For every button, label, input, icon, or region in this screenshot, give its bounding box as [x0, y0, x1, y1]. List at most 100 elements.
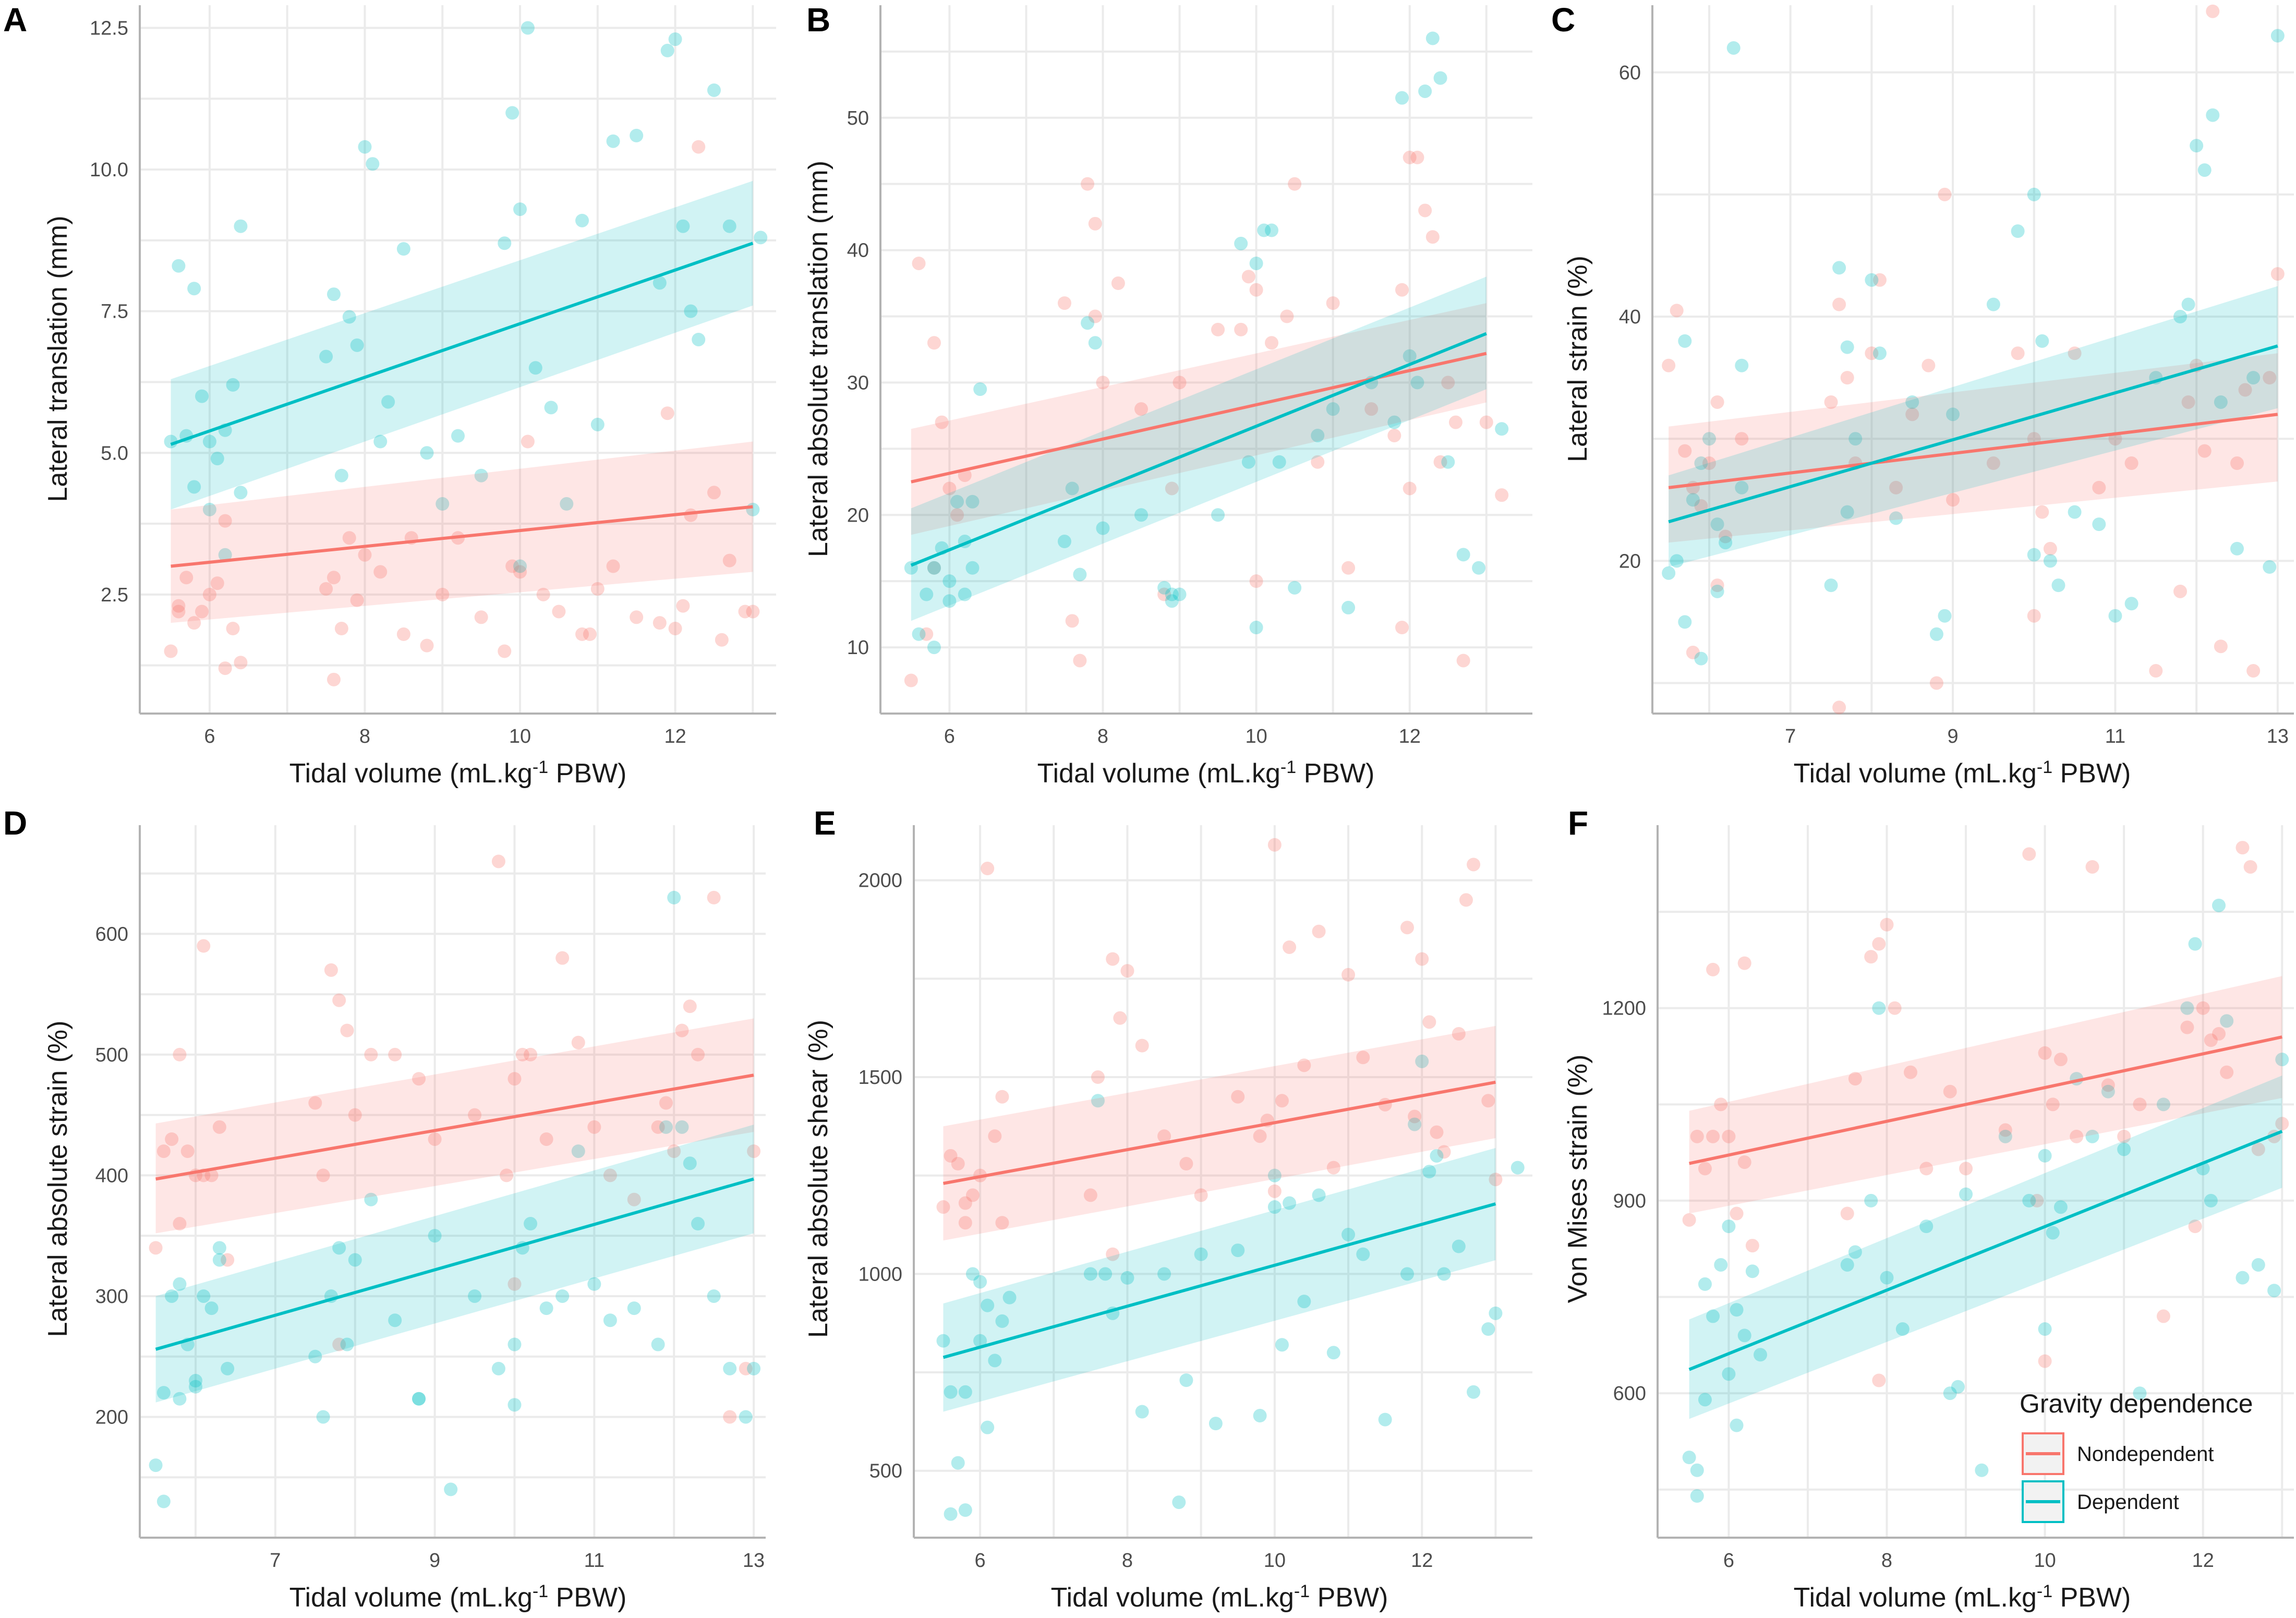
data-point-nondependent-a [606, 559, 620, 573]
data-point-nondependent-a [342, 531, 356, 545]
data-point-dependent-b [1326, 402, 1340, 416]
data-point-dependent-b [1272, 455, 1286, 469]
data-point-dependent-d [212, 1241, 226, 1255]
data-point-dependent-a [187, 480, 201, 494]
data-point-dependent-e [1422, 1165, 1436, 1179]
data-point-nondependent-d [691, 1047, 705, 1061]
panel-c: 7 9 11 13 20 40 60 C Tidal volume (mL.kg-1 PBW… [1551, 1, 2294, 789]
data-point-dependent-f [2180, 1001, 2194, 1015]
data-point-dependent-c [1889, 511, 1903, 525]
data-point-dependent-d [683, 1156, 697, 1170]
data-point-dependent-b [965, 561, 980, 575]
data-point-nondependent-b [1441, 376, 1455, 390]
x-title-e-tail: PBW) [1310, 1583, 1388, 1613]
data-point-nondependent-f [2188, 1219, 2202, 1234]
data-point-dependent-f [1730, 1418, 1744, 1432]
data-point-dependent-c [2214, 395, 2228, 409]
data-point-dependent-c [2230, 541, 2244, 556]
data-point-dependent-f [2101, 1084, 2115, 1098]
data-point-dependent-f [1714, 1258, 1728, 1272]
data-point-dependent-e [973, 1334, 987, 1348]
data-point-dependent-d [340, 1337, 354, 1351]
fit-line-dependent-b [910, 332, 1487, 567]
data-point-dependent-b [1249, 256, 1263, 270]
confidence-band-dependent-f [1689, 1075, 2282, 1419]
data-point-dependent-e [1267, 1200, 1282, 1214]
x-tick-label-f: 12 [2192, 1550, 2214, 1572]
data-point-nondependent-e [1326, 1161, 1340, 1175]
data-point-nondependent-f [2251, 1142, 2265, 1156]
data-point-dependent-f [1682, 1451, 1696, 1465]
data-point-dependent-b [1057, 535, 1071, 549]
data-point-nondependent-b [1395, 283, 1409, 297]
data-point-dependent-c [2181, 297, 2195, 311]
data-point-nondependent-f [1959, 1162, 1973, 1176]
data-point-dependent-f [1975, 1463, 1989, 1477]
data-point-dependent-b [1173, 587, 1187, 601]
panel-label-b: B [806, 1, 830, 39]
data-point-dependent-f [1722, 1219, 1736, 1234]
data-point-nondependent-f [1872, 1373, 1886, 1387]
data-point-dependent-e [1467, 1385, 1481, 1399]
data-point-nondependent-d [515, 1047, 529, 1061]
data-point-nondependent-a [327, 672, 341, 686]
data-point-dependent-a [172, 259, 186, 273]
data-point-dependent-e [936, 1334, 950, 1348]
data-point-nondependent-f [2235, 841, 2250, 855]
data-point-nondependent-e [1135, 1039, 1149, 1053]
data-point-nondependent-a [195, 605, 209, 619]
data-point-dependent-f [2022, 1193, 2036, 1208]
data-point-dependent-e [973, 1275, 987, 1289]
data-point-dependent-e [1135, 1405, 1149, 1419]
data-point-dependent-f [2275, 1053, 2289, 1067]
data-point-dependent-f [1919, 1219, 1934, 1234]
y-axis-title-f: Von Mises strain (%) [1563, 1055, 1593, 1303]
data-point-dependent-e [1091, 1094, 1105, 1108]
data-point-dependent-c [1865, 273, 1879, 287]
data-point-nondependent-c [2092, 480, 2106, 494]
data-point-dependent-b [1410, 376, 1424, 390]
data-point-nondependent-c [1889, 480, 1903, 494]
x-tick-label-b: 6 [944, 726, 955, 747]
x-tick-label-c: 7 [1785, 726, 1796, 747]
data-point-nondependent-c [1840, 371, 1854, 385]
data-point-nondependent-e [1415, 952, 1429, 966]
data-point-nondependent-b [1364, 402, 1379, 416]
data-point-nondependent-b [1096, 376, 1110, 390]
data-point-nondependent-a [575, 627, 589, 641]
data-point-dependent-f [1722, 1367, 1736, 1381]
data-point-dependent-d [723, 1361, 737, 1375]
data-point-nondependent-d [500, 1168, 514, 1182]
data-point-dependent-d [747, 1361, 761, 1375]
data-point-dependent-f [1698, 1393, 1712, 1407]
y-tick-label-f: 900 [1613, 1190, 1646, 1212]
data-point-nondependent-a [738, 605, 752, 619]
data-point-dependent-c [1872, 346, 1887, 360]
data-point-nondependent-b [1326, 296, 1340, 310]
data-point-nondependent-a [172, 605, 186, 619]
data-point-nondependent-e [1194, 1188, 1208, 1202]
data-point-dependent-d [173, 1277, 187, 1291]
data-point-nondependent-f [1714, 1097, 1728, 1112]
data-point-nondependent-b [1265, 336, 1278, 350]
data-point-nondependent-c [1702, 456, 1716, 470]
x-axis-title-e: Tidal volume (mL.kg-1 PBW) [1051, 1581, 1388, 1613]
data-point-nondependent-c [1686, 645, 1700, 659]
data-point-dependent-a [722, 219, 736, 233]
data-point-nondependent-e [1275, 1094, 1289, 1108]
data-point-nondependent-e [1459, 893, 1473, 907]
data-point-nondependent-b [1134, 402, 1148, 416]
data-point-dependent-d [316, 1410, 330, 1424]
data-point-dependent-b [920, 587, 934, 601]
data-point-nondependent-a [226, 622, 240, 636]
x-title-f-sup: -1 [2037, 1581, 2052, 1601]
data-point-nondependent-c [1824, 395, 1838, 409]
data-point-dependent-c [1735, 480, 1749, 494]
data-point-dependent-e [1400, 1267, 1414, 1281]
data-point-dependent-d [468, 1289, 482, 1303]
data-point-dependent-b [973, 382, 987, 396]
data-point-nondependent-f [1682, 1213, 1696, 1227]
data-point-nondependent-c [2230, 456, 2244, 470]
data-point-nondependent-f [1943, 1084, 1957, 1098]
data-point-nondependent-a [630, 610, 644, 624]
